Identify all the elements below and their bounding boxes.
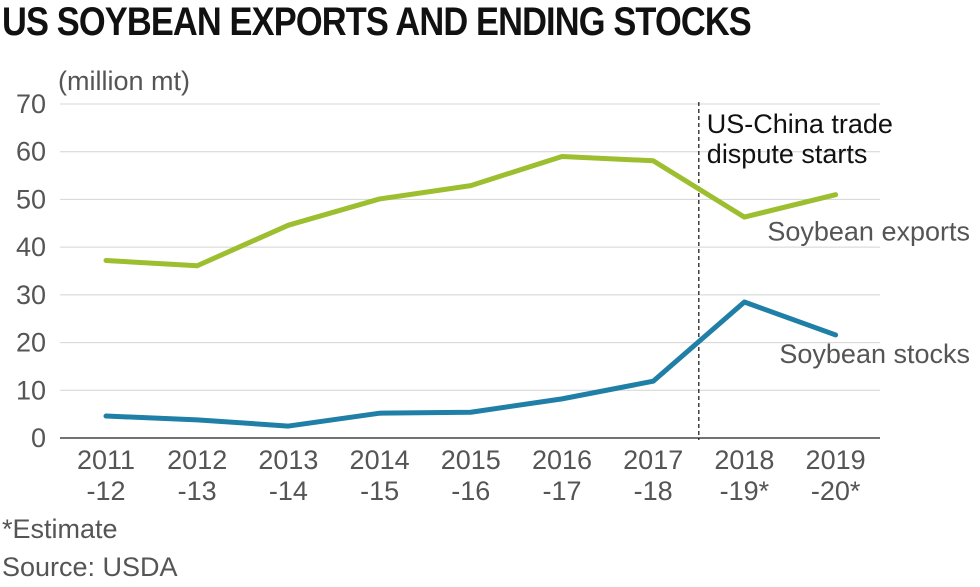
footnote-estimate: *Estimate — [2, 514, 118, 544]
x-tick-label: -14 — [269, 476, 308, 506]
x-axis-ticks: 2011-122012-132013-142014-152015-162016-… — [77, 445, 866, 506]
y-axis-ticks: 0 10 20 30 40 50 60 70 — [16, 89, 46, 453]
x-tick-label: 2012 — [167, 445, 227, 475]
x-tick-label: -19* — [720, 476, 770, 506]
gridlines — [60, 103, 880, 439]
x-tick-label: -13 — [178, 476, 217, 506]
chart-title: US SOYBEAN EXPORTS AND ENDING STOCKS — [2, 0, 752, 44]
y-tick-30: 30 — [16, 280, 46, 310]
y-tick-60: 60 — [16, 137, 46, 167]
x-tick-label: 2016 — [532, 445, 592, 475]
annotation-text: US-China trade — [707, 109, 893, 139]
x-tick-label: -18 — [634, 476, 673, 506]
x-tick-label: 2017 — [623, 445, 683, 475]
x-tick-label: 2011 — [77, 445, 135, 475]
y-tick-40: 40 — [16, 232, 46, 262]
x-tick-label: -20* — [811, 476, 861, 506]
series-label: Soybean exports — [767, 217, 970, 247]
y-tick-10: 10 — [16, 375, 46, 405]
x-tick-label: -17 — [542, 476, 581, 506]
series-line-stocks — [103, 299, 839, 429]
footnote-source: Source: USDA — [2, 552, 178, 582]
x-tick-label: 2019 — [806, 445, 866, 475]
x-tick-label: 2013 — [258, 445, 318, 475]
x-tick-label: -15 — [360, 476, 399, 506]
x-tick-label: -16 — [451, 476, 490, 506]
y-tick-20: 20 — [16, 328, 46, 358]
x-tick-label: 2014 — [350, 445, 410, 475]
x-tick-label: 2015 — [441, 445, 501, 475]
series-lines: Soybean exports Soybean stocks — [103, 153, 970, 429]
x-tick-label: -12 — [86, 476, 125, 506]
x-tick-label: 2018 — [714, 445, 774, 475]
y-axis-label: (million mt) — [58, 66, 190, 96]
series-line-exports — [103, 153, 839, 269]
series-label: Soybean stocks — [779, 339, 970, 369]
annotation-text: dispute starts — [707, 139, 868, 169]
y-tick-70: 70 — [16, 89, 46, 119]
y-tick-50: 50 — [16, 184, 46, 214]
y-tick-0: 0 — [31, 423, 46, 453]
